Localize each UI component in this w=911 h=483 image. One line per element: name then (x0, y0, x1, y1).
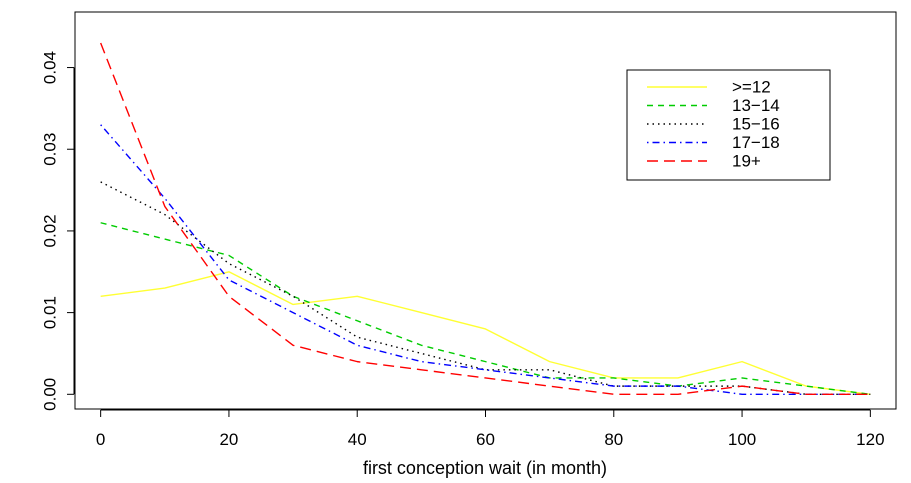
y-axis: 0.00 0.01 0.02 0.03 0.04 (41, 51, 75, 411)
legend-label: 17−18 (732, 133, 780, 152)
x-tick-label: 80 (604, 430, 623, 449)
x-tick-label: 60 (476, 430, 495, 449)
legend-label: 19+ (732, 152, 761, 171)
y-tick-label: 0.03 (41, 133, 60, 166)
series-line-2 (100, 222, 871, 395)
x-tick-label: 20 (219, 430, 238, 449)
plot-frame (74, 11, 897, 410)
x-tick-label: 0 (96, 430, 105, 449)
x-tick-label: 120 (856, 430, 884, 449)
y-tick-label: 0.00 (41, 378, 60, 411)
legend-box (626, 69, 831, 181)
x-axis: 0 20 40 60 80 100 120 (96, 409, 885, 449)
legend-label: >=12 (732, 78, 771, 97)
series-line-3 (100, 181, 871, 395)
legend-label: 15−16 (732, 115, 780, 134)
series-layer (100, 42, 871, 395)
series-line-5 (100, 42, 871, 395)
y-tick-label: 0.01 (41, 296, 60, 329)
x-tick-label: 40 (348, 430, 367, 449)
series-line-1 (100, 271, 871, 395)
x-axis-title: first conception wait (in month) (363, 458, 607, 478)
x-tick-label: 100 (728, 430, 756, 449)
y-tick-label: 0.02 (41, 214, 60, 247)
series-line-4 (100, 124, 871, 395)
legend-label: 13−14 (732, 96, 780, 115)
y-tick-label: 0.04 (41, 51, 60, 84)
